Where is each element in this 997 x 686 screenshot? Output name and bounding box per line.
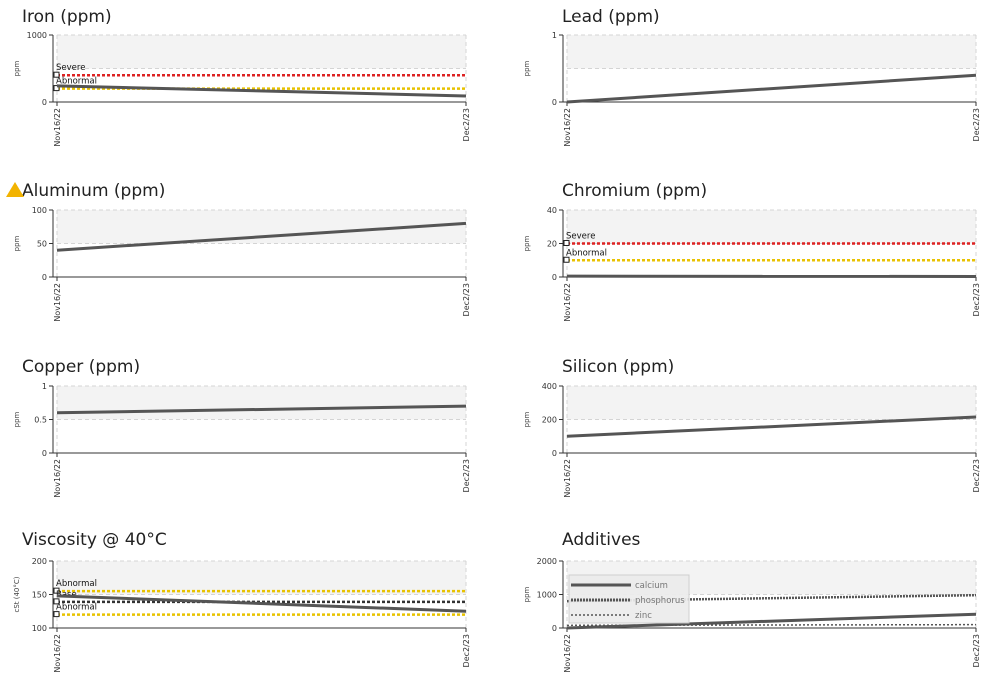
chart-aluminum: Aluminum (ppm) 0 50 100 ppm Nov16/22 Dec2/23 [6,181,471,322]
chart-lead-xtick-label: Dec2/23 [972,108,981,141]
chart-viscosity-xtick-label: Nov16/22 [53,634,62,673]
chart-chromium: Chromium (ppm) 0 20 40 ppm Nov16/22 Dec2/23 Sev… [523,181,981,322]
chart-chromium-ytick-label: 40 [547,206,557,215]
chart-iron-series-line [56,84,467,98]
chart-copper: Copper (ppm) 0 0.5 1 ppm Nov16/22 Dec2/23 [13,357,471,498]
chart-viscosity-threshold-marker [53,587,60,594]
chart-additives-series-phosphorus [566,593,977,603]
chart-iron-threshold-marker [53,85,60,92]
warning-triangle-icon [6,182,24,197]
chart-viscosity-xtick-label: Dec2/23 [462,634,471,667]
chart-chromium-xtick-label: Nov16/22 [563,283,572,322]
chart-chromium-threshold-label: Severe [566,232,595,242]
chart-silicon-band [567,386,976,420]
chart-additives-xtick-label: Nov16/22 [563,634,572,673]
chart-additives-legend-label: zinc [635,611,652,621]
chart-additives-ytick-label: 2000 [537,557,557,566]
chart-viscosity-series-line [56,594,467,613]
chart-silicon-ytick-label: 0 [552,449,557,458]
chart-lead-band [567,35,976,69]
chart-chromium-ylabel: ppm [523,235,531,251]
chart-lead: Lead (ppm) 0 1 ppm Nov16/22 Dec2/23 [523,7,981,147]
chart-iron-xtick-label: Dec2/23 [462,108,471,141]
chart-viscosity-ylabel: cSt (40°C) [13,576,21,612]
chart-lead-ytick-label: 0 [552,98,557,107]
chart-copper-band [57,386,466,420]
chart-iron-threshold-marker [53,71,60,78]
chart-viscosity-ytick-label: 150 [32,591,47,600]
chart-additives-ytick-label: 0 [552,624,557,633]
chart-viscosity-ytick-label: 100 [32,624,47,633]
chart-copper-xtick-label: Dec2/23 [462,459,471,492]
chart-aluminum-ylabel: ppm [13,235,21,251]
chart-iron-title: Iron (ppm) [22,7,112,27]
chart-viscosity-band [57,561,466,595]
chart-additives-legend-label: calcium [635,581,668,591]
chart-lead-title: Lead (ppm) [562,7,660,27]
chart-chromium-ytick-label: 0 [552,273,557,282]
chart-silicon-xtick-label: Dec2/23 [972,459,981,492]
chart-iron: Iron (ppm) 0 1000 ppm Nov16/22 Dec2/23 Severe A… [13,7,471,147]
chart-aluminum-ytick-label: 0 [42,273,47,282]
chart-silicon-ytick-label: 200 [542,416,557,425]
chart-copper-series-line [56,404,467,415]
chart-copper-ytick-label: 1 [42,382,47,391]
chart-lead-xtick-label: Nov16/22 [563,108,572,147]
chart-viscosity-threshold-marker [53,611,60,618]
chart-chromium-xtick-label: Dec2/23 [972,283,981,316]
chart-viscosity-title: Viscosity @ 40°C [22,530,167,550]
chart-viscosity-threshold-marker [53,598,60,605]
chart-silicon: Silicon (ppm) 0 200 400 ppm Nov16/22 Dec2/23 [523,357,981,498]
chart-silicon-xtick-label: Nov16/22 [563,459,572,498]
chart-copper-ytick-label: 0 [42,449,47,458]
chart-chromium-threshold-marker [563,256,570,263]
chart-copper-xtick-label: Nov16/22 [53,459,62,498]
chart-viscosity-ytick-label: 200 [32,557,47,566]
chart-iron-threshold-label: Abnormal [56,77,97,87]
chart-aluminum-series-line [56,221,467,252]
chart-additives: Additives 0 1000 2000 ppm Nov16/22 Dec2/23 calc… [523,530,981,673]
chart-iron-ylabel: ppm [13,60,21,76]
chart-aluminum-title: Aluminum (ppm) [22,181,165,201]
chart-aluminum-ytick-label: 50 [37,240,47,249]
chart-copper-title: Copper (ppm) [22,357,140,377]
chart-chromium-threshold-label: Abnormal [566,248,607,258]
chart-iron-xtick-label: Nov16/22 [53,108,62,147]
chart-chromium-title: Chromium (ppm) [562,181,707,201]
chart-iron-band [57,35,466,69]
chart-lead-ytick-label: 1 [552,31,557,40]
chart-additives-title: Additives [562,530,641,550]
chart-silicon-title: Silicon (ppm) [562,357,674,377]
chart-silicon-ytick-label: 400 [542,382,557,391]
chart-additives-legend-label: phosphorus [635,596,685,606]
chart-copper-ylabel: ppm [13,411,21,427]
chart-additives-xtick-label: Dec2/23 [972,634,981,667]
chart-additives-ylabel: ppm [523,586,531,602]
chart-viscosity-threshold-label: Abnormal [56,579,97,589]
chart-silicon-ylabel: ppm [523,411,531,427]
chart-silicon-series-line [566,415,977,438]
chart-viscosity: Viscosity @ 40°C 100 150 200 cSt (40°C) Nov16… [13,530,471,673]
chart-lead-ylabel: ppm [523,60,531,76]
chart-copper-ytick-label: 0.5 [34,416,47,425]
chart-chromium-band [567,210,976,244]
chart-aluminum-ytick-label: 100 [32,206,47,215]
chart-aluminum-xtick-label: Dec2/23 [462,283,471,316]
chart-iron-threshold-label: Severe [56,63,85,73]
chart-chromium-threshold-marker [563,240,570,246]
chart-iron-ytick-label: 1000 [27,31,47,40]
chart-aluminum-xtick-label: Nov16/22 [53,283,62,322]
chart-chromium-ytick-label: 20 [547,240,557,249]
chart-additives-series-zinc [566,623,977,627]
chart-lead-series-line [566,73,977,104]
chart-viscosity-threshold-label: Abnormal [56,603,97,613]
chart-additives-ytick-label: 1000 [537,591,557,600]
chart-iron-ytick-label: 0 [42,98,47,107]
